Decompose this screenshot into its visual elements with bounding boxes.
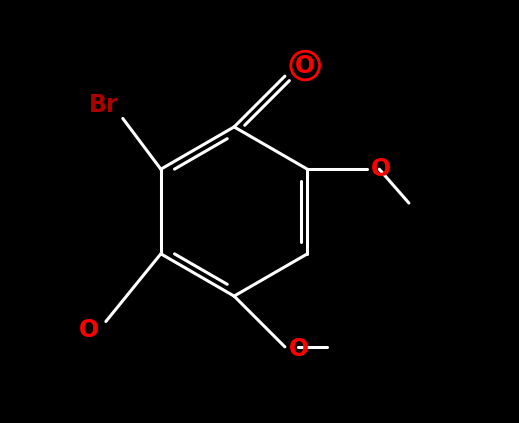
Text: O: O	[295, 54, 315, 77]
Text: O: O	[289, 337, 309, 361]
Text: Br: Br	[89, 93, 118, 117]
Text: O: O	[79, 318, 99, 342]
Text: O: O	[371, 157, 391, 181]
